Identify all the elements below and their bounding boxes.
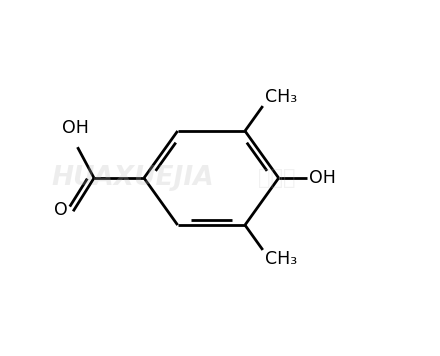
Text: 化学加: 化学加: [258, 168, 295, 188]
Text: CH₃: CH₃: [265, 88, 297, 106]
Text: OH: OH: [309, 169, 336, 187]
Text: OH: OH: [62, 119, 89, 137]
Text: O: O: [54, 200, 68, 219]
Text: CH₃: CH₃: [265, 250, 297, 268]
Text: HUAXUEJIA: HUAXUEJIA: [52, 165, 214, 191]
